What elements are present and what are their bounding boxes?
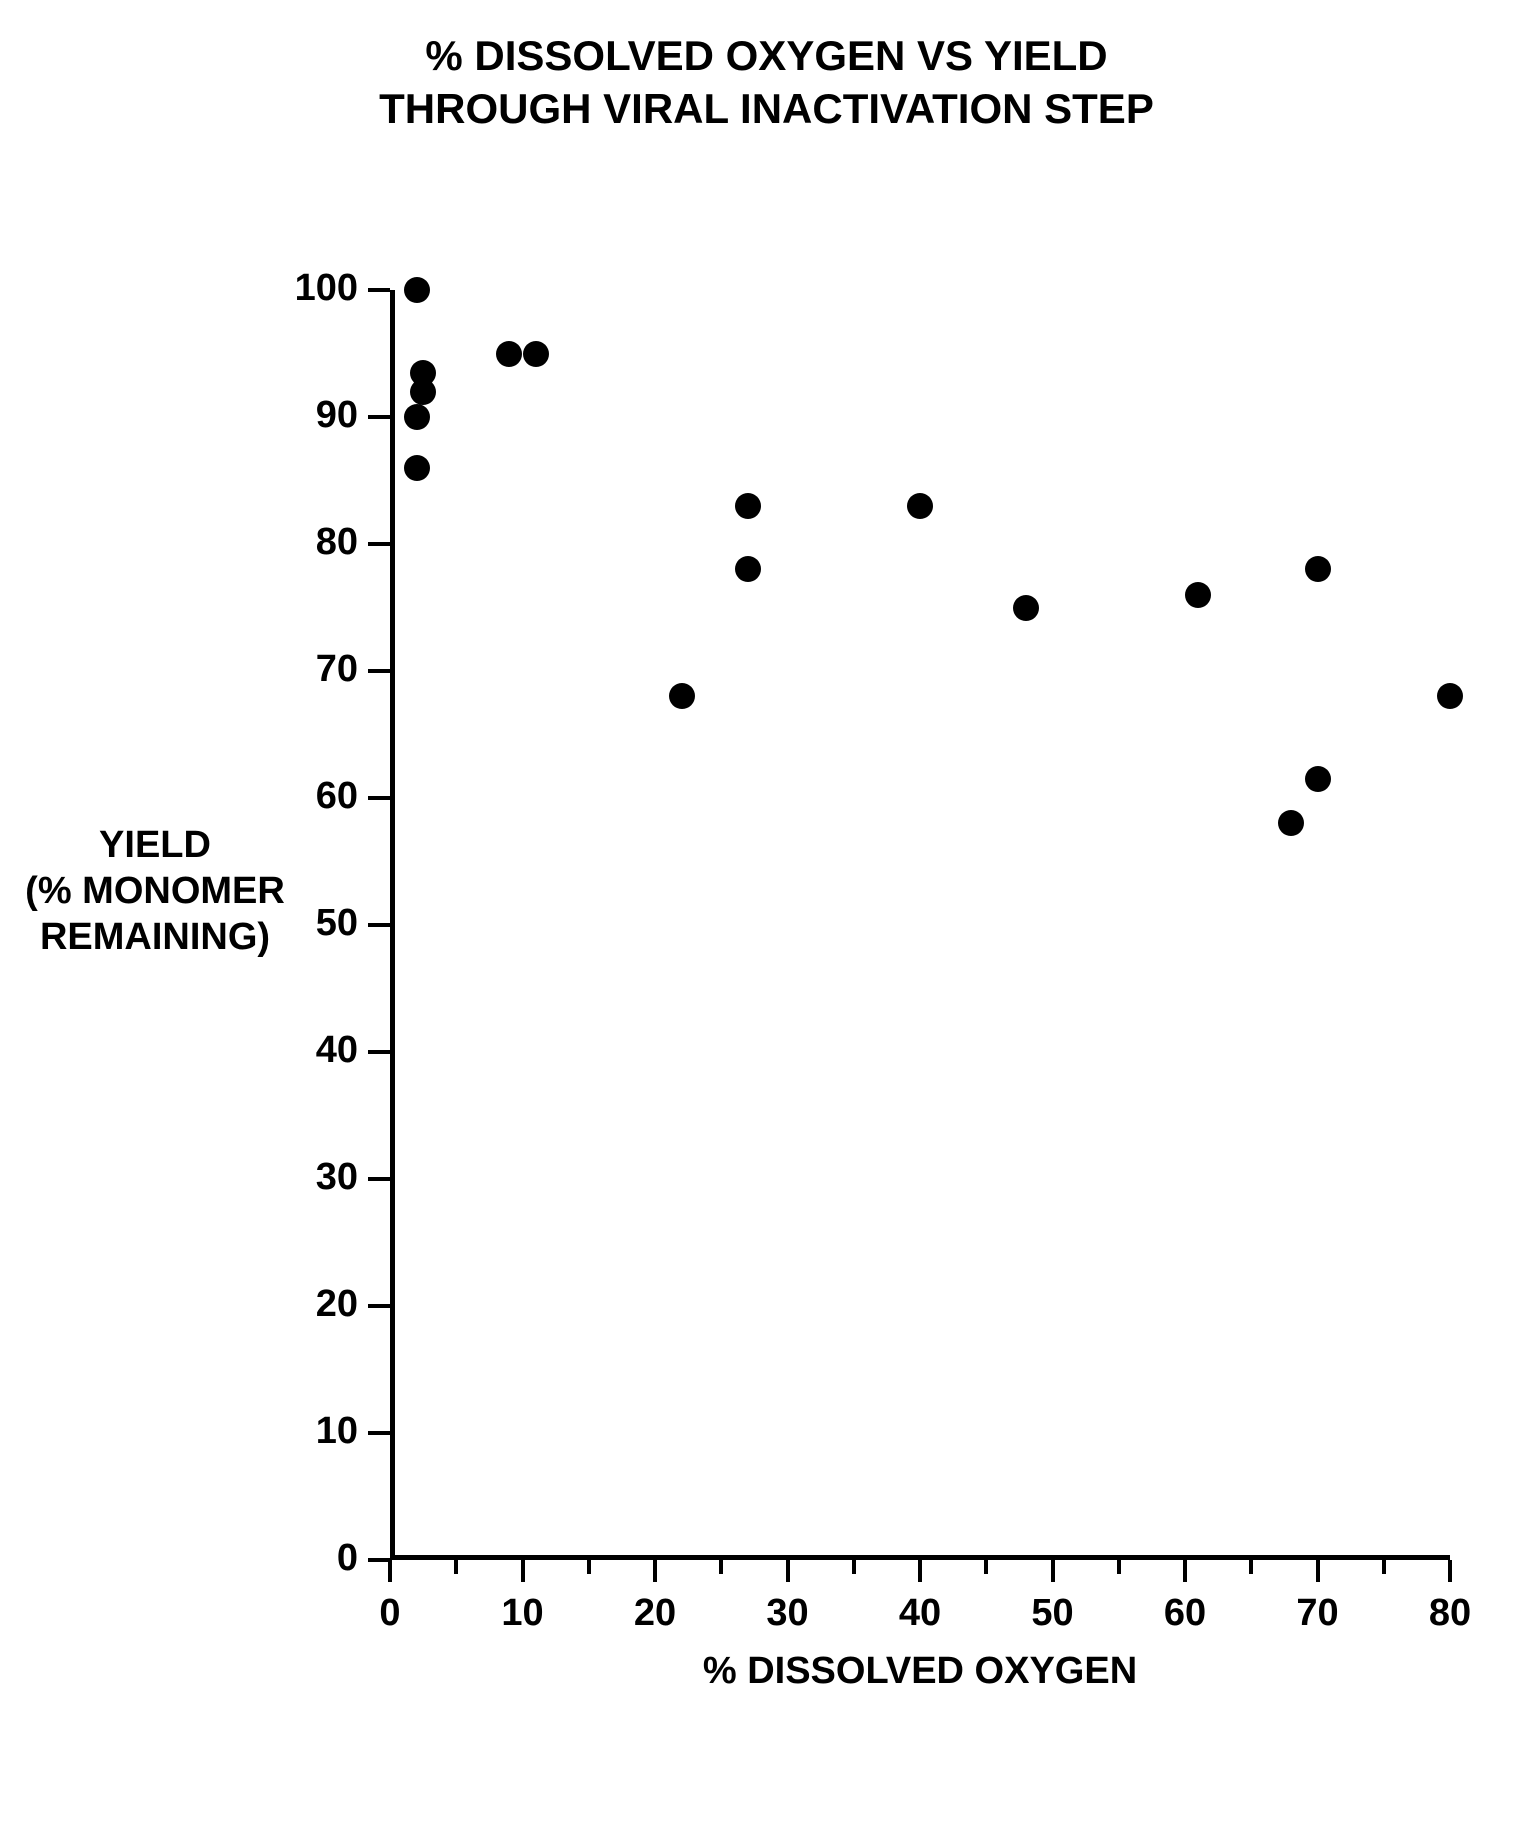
data-point	[404, 404, 430, 430]
x-tick	[653, 1560, 657, 1582]
x-tick	[1183, 1560, 1187, 1582]
data-point	[735, 556, 761, 582]
data-point	[1278, 810, 1304, 836]
x-minor-tick	[1382, 1560, 1386, 1574]
x-minor-tick	[852, 1560, 856, 1574]
y-tick-label: 40	[268, 1029, 358, 1072]
data-point	[496, 341, 522, 367]
title-line-1: % DISSOLVED OXYGEN VS YIELD	[0, 30, 1533, 83]
y-tick-label: 0	[268, 1537, 358, 1580]
y-tick-label: 20	[268, 1283, 358, 1326]
ylabel-line-3: REMAINING)	[10, 915, 300, 961]
y-tick	[368, 1177, 390, 1181]
x-tick-label: 80	[1410, 1592, 1490, 1635]
x-tick	[918, 1560, 922, 1582]
data-point	[523, 341, 549, 367]
y-tick	[368, 796, 390, 800]
y-tick-label: 70	[268, 648, 358, 691]
ylabel-line-2: (% MONOMER	[10, 869, 300, 915]
data-point	[404, 277, 430, 303]
x-tick	[1448, 1560, 1452, 1582]
data-point	[669, 683, 695, 709]
y-tick	[368, 1431, 390, 1435]
x-tick-label: 70	[1278, 1592, 1358, 1635]
x-tick-label: 30	[748, 1592, 828, 1635]
data-point	[1013, 595, 1039, 621]
x-minor-tick	[719, 1560, 723, 1574]
data-point	[1305, 766, 1331, 792]
y-tick-label: 90	[268, 394, 358, 437]
data-point	[410, 379, 436, 405]
x-tick	[1316, 1560, 1320, 1582]
ylabel-line-1: YIELD	[10, 823, 300, 869]
data-point	[1305, 556, 1331, 582]
x-tick	[388, 1560, 392, 1582]
y-axis-label: YIELD (% MONOMER REMAINING)	[10, 823, 300, 960]
y-tick	[368, 669, 390, 673]
data-point	[404, 455, 430, 481]
x-tick	[521, 1560, 525, 1582]
y-tick	[368, 542, 390, 546]
chart-title: % DISSOLVED OXYGEN VS YIELD THROUGH VIRA…	[0, 30, 1533, 135]
y-tick-label: 50	[268, 902, 358, 945]
x-tick-label: 0	[350, 1592, 430, 1635]
data-point	[907, 493, 933, 519]
x-tick-label: 20	[615, 1592, 695, 1635]
title-line-2: THROUGH VIRAL INACTIVATION STEP	[0, 83, 1533, 136]
x-tick-label: 40	[880, 1592, 960, 1635]
y-tick	[368, 1558, 390, 1562]
x-minor-tick	[1249, 1560, 1253, 1574]
y-tick-label: 80	[268, 521, 358, 564]
data-point	[1185, 582, 1211, 608]
x-tick-label: 10	[483, 1592, 563, 1635]
data-point	[1437, 683, 1463, 709]
y-tick	[368, 415, 390, 419]
y-tick-label: 100	[268, 267, 358, 310]
x-minor-tick	[1117, 1560, 1121, 1574]
y-tick	[368, 288, 390, 292]
data-point	[735, 493, 761, 519]
y-tick	[368, 923, 390, 927]
y-tick	[368, 1304, 390, 1308]
x-tick	[786, 1560, 790, 1582]
x-minor-tick	[587, 1560, 591, 1574]
y-tick-label: 30	[268, 1156, 358, 1199]
x-tick	[1051, 1560, 1055, 1582]
x-minor-tick	[454, 1560, 458, 1574]
x-tick-label: 60	[1145, 1592, 1225, 1635]
plot-area	[390, 290, 1450, 1560]
y-tick-label: 10	[268, 1410, 358, 1453]
x-axis-label: % DISSOLVED OXYGEN	[390, 1650, 1450, 1693]
x-minor-tick	[984, 1560, 988, 1574]
x-tick-label: 50	[1013, 1592, 1093, 1635]
y-tick	[368, 1050, 390, 1054]
y-tick-label: 60	[268, 775, 358, 818]
